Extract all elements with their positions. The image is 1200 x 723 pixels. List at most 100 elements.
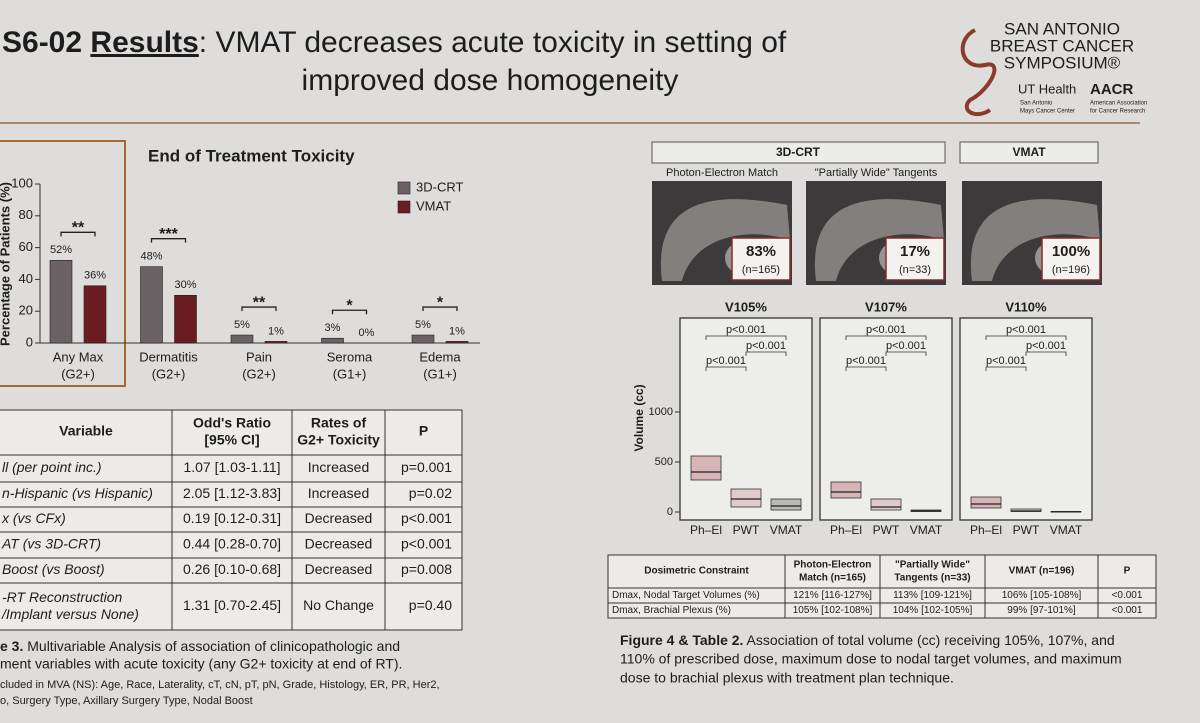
p-bracket (745, 351, 787, 356)
p-value: p<0.001 (886, 340, 926, 352)
legend-swatch (397, 181, 411, 195)
caption: ment variables with acute toxicity (any … (0, 656, 402, 672)
value-label: 3% (325, 322, 341, 334)
significance-bracket (331, 309, 368, 315)
cell: 106% [105-108%] (1002, 590, 1082, 601)
cell: 104% [102-105%] (893, 605, 973, 616)
bar (321, 337, 344, 344)
bar (83, 285, 107, 344)
cell: 1.31 [0.70-2.45] (183, 597, 281, 613)
value-label: 1% (449, 325, 465, 337)
cell: <0.001 (1112, 605, 1143, 616)
y-tick-label: 80 (19, 207, 33, 222)
caption: Figure 4 & Table 2. Association of total… (620, 632, 1115, 648)
group-header (959, 141, 1099, 164)
legend-label: 3D-CRT (416, 179, 463, 194)
logo-text: San Antonio (1020, 101, 1053, 107)
value-label: 1% (268, 325, 284, 337)
value-label: 52% (50, 244, 72, 256)
percent: 83% (746, 243, 776, 260)
p-bracket (885, 351, 927, 356)
logo-text: Mays Cancer Center (1020, 109, 1075, 115)
cell: Decreased (305, 510, 373, 526)
column-header: Photon-Electron Match (n=165) (794, 559, 872, 583)
cell: 99% [97-101%] (1007, 605, 1076, 616)
significance-bracket (422, 306, 458, 312)
cell: 2.05 [1.12-3.83] (183, 485, 281, 501)
results: Results (90, 26, 198, 59)
percent-box (731, 237, 791, 281)
group-header (651, 141, 946, 164)
x-tick-label: Seroma (327, 349, 373, 364)
column-header: Dosimetric Constraint (644, 566, 749, 577)
cell-line: /Implant versus None) (1, 606, 139, 622)
x-tick-label: PWT (733, 523, 760, 537)
cell: <0.001 (1112, 590, 1143, 601)
logo-mark (960, 28, 997, 117)
p-bracket (1025, 351, 1067, 356)
box (970, 496, 1002, 509)
x-tick-label: Any Max (53, 349, 104, 364)
box (830, 481, 862, 499)
x-tick-label: Ph–El (970, 523, 1002, 537)
significance: ** (72, 220, 85, 237)
y-axis-label: Volume (cc) (632, 384, 646, 451)
bar (140, 266, 163, 344)
ct-body (660, 199, 790, 281)
p-value: p<0.001 (1006, 324, 1046, 336)
group-header-label: 3D-CRT (776, 145, 821, 159)
y-tick-label: 500 (655, 456, 673, 468)
x-tick-label: PWT (873, 523, 900, 537)
ct-body (814, 199, 944, 281)
x-tick-label: (G2+) (61, 366, 95, 381)
cell: 0.19 [0.12-0.31] (183, 510, 281, 526)
cell: p=0.40 (409, 597, 452, 613)
percent-box (1041, 237, 1101, 281)
p-bracket (845, 366, 887, 371)
cell: p<0.001 (401, 510, 452, 526)
percent: 17% (900, 243, 930, 260)
column-header-line: Tangents (n=33) (894, 572, 970, 583)
p-value: p<0.001 (746, 340, 786, 352)
value-label: 30% (174, 279, 196, 291)
title-line: : VMAT decreases acute toxicity in setti… (199, 26, 787, 59)
percent-n: (n=196) (1052, 264, 1090, 276)
significance: * (346, 297, 353, 314)
column-header-line: G2+ Toxicity (297, 431, 380, 447)
cell: Dmax, Nodal Target Volumes (%) (612, 590, 760, 601)
cell: 1.07 [1.03-1.11] (183, 459, 280, 475)
column-header-line: "Partially Wide" (895, 559, 970, 570)
column-header-line: [95% CI] (204, 431, 259, 447)
x-tick-label: Edema (419, 349, 461, 364)
p-value: p<0.001 (846, 355, 886, 367)
cell: Boost (vs Boost) (2, 561, 105, 577)
group-header-label: VMAT (1012, 145, 1046, 159)
cell: No Change (303, 597, 374, 613)
percent-n: (n=165) (742, 264, 780, 276)
logo-text: BREAST CANCER (990, 36, 1134, 55)
percent-box (885, 237, 945, 281)
caption-label: e 3. (0, 638, 23, 654)
cell: Dmax, Brachial Plexus (%) (612, 605, 731, 616)
percent: 100% (1052, 243, 1090, 260)
cell: 0.26 [0.10-0.68] (183, 561, 281, 577)
cell: 105% [102-108%] (793, 605, 873, 616)
p-bracket (845, 335, 927, 340)
significance: * (437, 294, 444, 311)
image-title: Photon-Electron Match (666, 167, 778, 179)
cell: 113% [109-121%] (893, 590, 972, 601)
x-tick-label: Ph–El (690, 523, 722, 537)
cell: 0.44 [0.28-0.70] (183, 536, 281, 552)
x-tick-label: VMAT (1050, 523, 1083, 537)
p-value: p<0.001 (986, 355, 1026, 367)
p-value: p<0.001 (726, 324, 766, 336)
bar (445, 341, 469, 344)
cell: Increased (308, 485, 369, 501)
column-header-line: Photon-Electron (794, 559, 872, 570)
logo-text: American Association (1090, 101, 1147, 107)
logo-text: SAN ANTONIO (1004, 19, 1120, 38)
p-bracket (985, 335, 1067, 340)
y-tick-label: 60 (19, 239, 33, 254)
y-tick-label: 100 (11, 175, 33, 190)
column-header-line: Rates of (311, 414, 367, 430)
